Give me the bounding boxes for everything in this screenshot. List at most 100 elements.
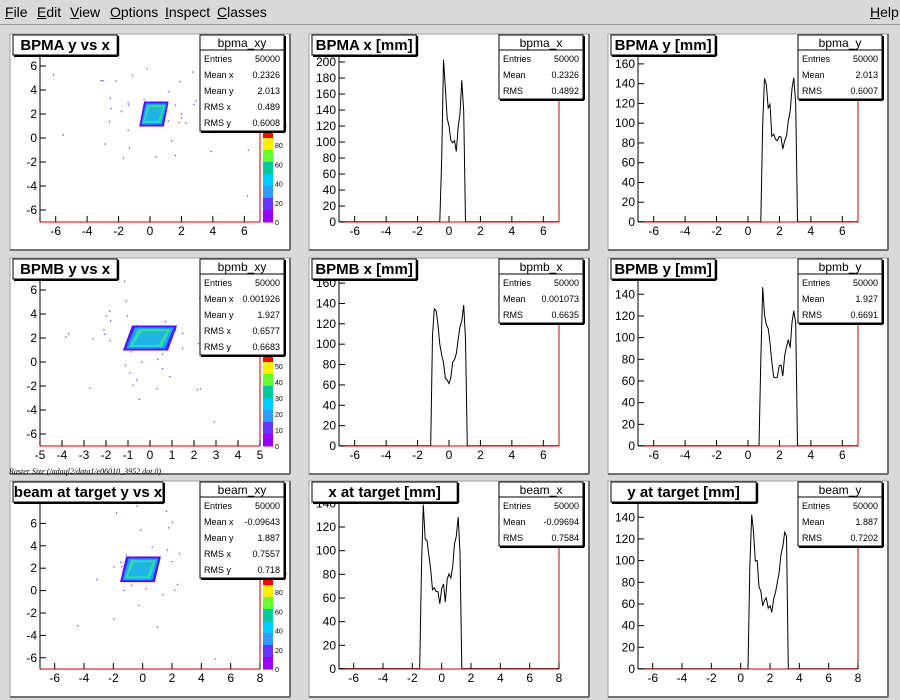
colorbar-segment [263,374,273,387]
y-tick-label: 0 [30,584,37,598]
menu-options[interactable]: Options [110,4,159,20]
menu-help[interactable]: Help [870,4,899,20]
chart-title: BPMB x [mm] [315,261,413,278]
scatter-point [180,112,182,115]
stats-value: 1.927 [855,294,878,304]
stats-box [797,34,883,100]
stats-value: 0.6007 [850,86,878,96]
x-tick-label: 2 [776,224,783,238]
colorbar-segment [263,422,273,435]
colorbar-tick-label: 10 [275,428,283,435]
stats-label: RMS y [204,118,232,128]
scatter-point [138,604,140,606]
stats-label: RMS y [204,342,232,352]
stats-value: 0.4892 [551,86,579,96]
scatter-point [130,351,132,353]
stats-label: Entries [503,54,532,64]
x-tick-label: 8 [556,671,563,685]
scatter-point [151,546,153,548]
scatter-point [193,103,195,106]
stats-label: Entries [802,278,831,288]
scatter-point [155,156,157,158]
x-tick-label: 8 [257,671,264,685]
colorbar-tick-label: 40 [275,182,283,189]
menu-inspect[interactable]: Inspect [165,4,211,20]
y-tick-label: 4 [30,307,37,321]
y-tick-label: 20 [323,419,337,433]
stats-box [797,258,883,324]
stats-value: 50000 [554,278,579,288]
y-tick-label: 140 [615,77,635,91]
scatter-point [162,353,164,355]
y-tick-label: 120 [615,532,635,546]
scatter-point [182,332,184,335]
x-tick-label: -4 [57,448,68,462]
colorbar-tick-label: 50 [275,364,283,371]
scatter-point [122,157,125,159]
scatter-point [105,315,107,317]
colorbar-tick-label: 60 [275,162,283,169]
menu-file[interactable]: File [5,4,28,20]
x-tick-label: 2 [169,671,176,685]
x-tick-label: -6 [50,224,61,238]
scatter-point [140,529,142,531]
stats-box [498,34,584,100]
stats-title: beam_y [819,483,862,497]
x-tick-label: 8 [855,671,862,685]
menu-edit[interactable]: Edit [37,4,62,20]
x-tick-label: -4 [79,671,90,685]
scatter-point [130,584,133,586]
y-tick-label: 40 [323,398,337,412]
menu-bar: File Edit View Options Inspect Classes H… [0,0,900,25]
scatter-point [124,364,127,366]
y-tick-label: 0 [329,215,336,229]
scatter-point [113,618,115,620]
stats-label: RMS [802,86,822,96]
chart-panel-bpma_x[interactable]: -6 -4 -2 0 2 4 6020406080100120140160180200BPM… [308,33,590,251]
chart-panel-beam_x[interactable]: -6-4-202468020406080100120140x at target… [308,480,590,698]
stats-label: Mean x [204,70,234,80]
y-tick-label: 80 [323,151,337,165]
x-tick-label: 3 [213,448,220,462]
scatter-point [89,387,91,389]
chart-title: x at target [mm] [328,484,441,501]
y-tick-label: 120 [316,119,336,133]
scatter-point [108,121,111,123]
scatter-point [167,120,169,122]
stats-value: -0.09694 [543,517,579,527]
chart-title: BPMA x [mm] [316,37,413,54]
stats-label: Entries [204,278,233,288]
chart-panel-bpmb_xy[interactable]: 0102030405060-5-4-3-2-1012345-6-4-20246B… [9,257,291,475]
stats-label: RMS [503,86,523,96]
x-tick-label: -5 [35,448,46,462]
colorbar-tick-label: 80 [275,590,283,597]
menu-classes[interactable]: Classes [217,4,267,20]
y-tick-label: -4 [26,403,37,417]
colorbar-tick-label: 40 [275,380,283,387]
colorbar-segment [263,410,273,423]
chart-title: y at target [mm] [627,484,740,501]
y-tick-label: 20 [323,199,337,213]
y-tick-label: 40 [622,175,636,189]
menu-view[interactable]: View [70,4,101,20]
x-tick-label: 2 [776,448,783,462]
scatter-point [213,421,215,423]
y-tick-label: 100 [615,554,635,568]
stats-title: beam_x [520,483,563,497]
y-tick-label: 80 [622,575,636,589]
scatter-point [247,149,249,151]
y-tick-label: 0 [329,662,336,676]
scatter-point [168,91,170,93]
stats-label: Mean y [204,533,234,543]
x-tick-label: 4 [198,671,205,685]
scatter-point [196,389,198,391]
scatter-point [176,583,179,586]
